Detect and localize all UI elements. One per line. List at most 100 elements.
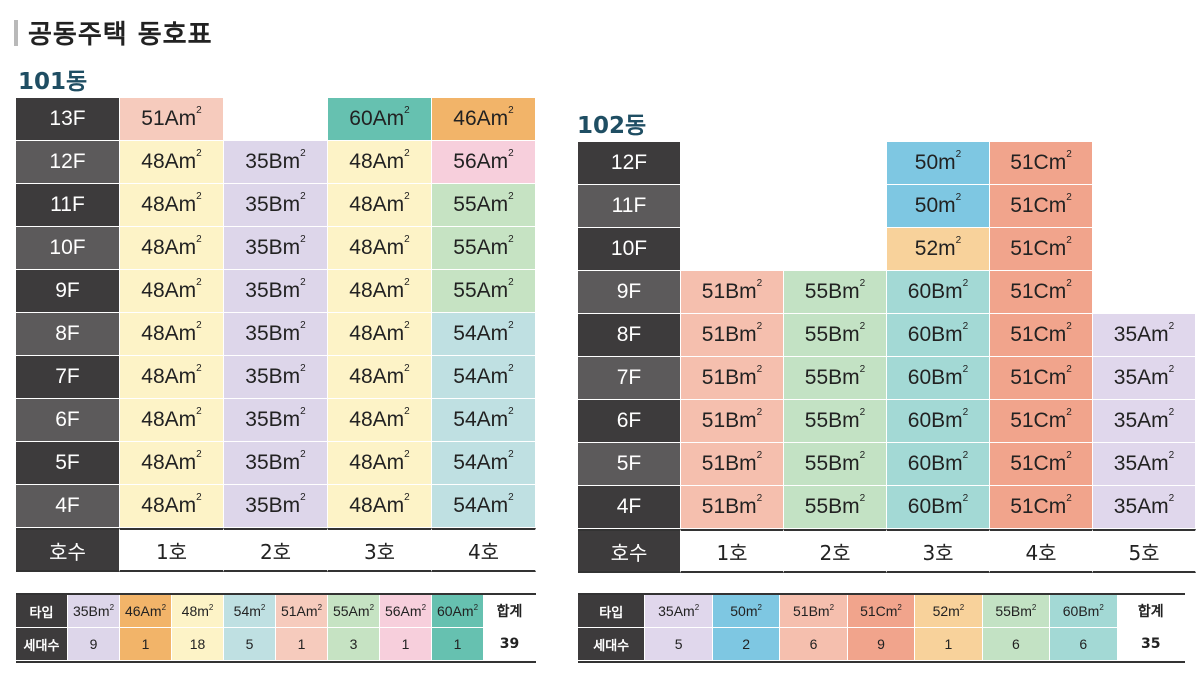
floor-row: 10F 48Am2 35Bm2 48Am2 55Am2 — [16, 227, 536, 270]
type-count: 9 — [68, 628, 120, 661]
type-count: 1 — [915, 628, 983, 661]
empty-cell — [784, 228, 887, 271]
type-count: 5 — [645, 628, 713, 661]
type-name: 60Bm2 — [1050, 595, 1118, 628]
unit-type-cell: 51Bm2 — [681, 400, 784, 443]
unit-type-cell: 35Am2 — [1093, 400, 1196, 443]
unit-type-cell: 51Cm2 — [990, 443, 1093, 486]
unit-type-cell: 35Bm2 — [224, 141, 328, 184]
floor-label: 12F — [578, 142, 681, 185]
unit-number-row: 호수 1호 2호 3호 4호 — [16, 528, 536, 572]
unit-type-cell: 55Bm2 — [784, 486, 887, 529]
unit-type-cell: 60Bm2 — [887, 271, 990, 314]
unit-type-cell: 54Am2 — [432, 313, 536, 356]
unit-type-cell: 48Am2 — [120, 227, 224, 270]
type-label: 타입 — [16, 595, 68, 628]
unit-type-cell: 51Bm2 — [681, 271, 784, 314]
total-label: 합계 — [1117, 595, 1185, 628]
unit-number: 1호 — [681, 529, 784, 573]
unit-type-cell: 48Am2 — [120, 270, 224, 313]
unit-type-cell: 51Bm2 — [681, 357, 784, 400]
floor-label: 5F — [578, 443, 681, 486]
count-label: 세대수 — [16, 628, 68, 661]
total-label: 합계 — [484, 595, 536, 628]
floor-row: 8F 48Am2 35Bm2 48Am2 54Am2 — [16, 313, 536, 356]
floor-row: 4F 48Am2 35Bm2 48Am2 54Am2 — [16, 485, 536, 528]
type-name: 46Am2 — [120, 595, 172, 628]
floor-label: 7F — [578, 357, 681, 400]
building-102-summary: 타입 35Am2 50m2 51Bm2 51Cm2 52m2 55Bm2 60Bm2 합계 세대수… — [578, 593, 1185, 663]
unit-type-cell: 51Cm2 — [990, 142, 1093, 185]
unit-type-cell: 48Am2 — [328, 399, 432, 442]
unit-type-cell: 35Am2 — [1093, 357, 1196, 400]
unit-type-cell: 35Bm2 — [224, 356, 328, 399]
unit-type-cell: 35Bm2 — [224, 227, 328, 270]
floor-row: 4F 51Bm2 55Bm2 60Bm2 51Cm2 35Am2 — [578, 486, 1196, 529]
type-name: 35Bm2 — [68, 595, 120, 628]
unit-type-cell: 55Bm2 — [784, 400, 887, 443]
unit-type-cell: 35Am2 — [1093, 486, 1196, 529]
building-101-table: 13F 51Am2 60Am2 46Am2 12F 48Am2 35Bm2 48Am2 56Am… — [16, 98, 536, 572]
unit-type-cell: 35Bm2 — [224, 313, 328, 356]
unit-type-cell: 54Am2 — [432, 356, 536, 399]
empty-cell — [681, 142, 784, 185]
building-102-title: 102동 — [577, 113, 647, 139]
total-count: 39 — [484, 628, 536, 661]
unit-type-cell: 52m2 — [887, 228, 990, 271]
unit-type-cell: 48Am2 — [328, 356, 432, 399]
empty-cell — [784, 185, 887, 228]
unit-type-cell: 50m2 — [887, 142, 990, 185]
floor-row: 12F 50m2 51Cm2 — [578, 142, 1196, 185]
unit-type-cell: 55Bm2 — [784, 357, 887, 400]
floor-row: 11F 48Am2 35Bm2 48Am2 55Am2 — [16, 184, 536, 227]
type-count: 9 — [847, 628, 916, 661]
unit-type-cell: 54Am2 — [432, 442, 536, 485]
unit-number: 3호 — [887, 529, 990, 573]
type-count: 1 — [432, 628, 484, 661]
summary-type-row: 타입 35Bm2 46Am2 48m2 54m2 51Am2 55Am2 56Am2 60Am2… — [16, 595, 536, 628]
unit-type-cell: 60Bm2 — [887, 400, 990, 443]
floor-row: 9F 51Bm2 55Bm2 60Bm2 51Cm2 — [578, 271, 1196, 314]
unit-type-cell: 48Am2 — [328, 485, 432, 528]
unit-type-cell: 55Bm2 — [784, 314, 887, 357]
type-name: 48m2 — [172, 595, 224, 628]
unit-type-cell: 51Bm2 — [681, 314, 784, 357]
unit-type-cell: 48Am2 — [328, 442, 432, 485]
unit-type-cell: 48Am2 — [120, 442, 224, 485]
unit-type-cell: 51Cm2 — [990, 314, 1093, 357]
type-count: 1 — [120, 628, 172, 661]
unit-type-cell: 60Bm2 — [887, 443, 990, 486]
floor-row: 6F 48Am2 35Bm2 48Am2 54Am2 — [16, 399, 536, 442]
unit-number: 4호 — [990, 529, 1093, 573]
summary-count-row: 세대수 5 2 6 9 1 6 6 35 — [578, 628, 1185, 661]
unit-type-cell: 48Am2 — [328, 141, 432, 184]
type-name: 51Am2 — [276, 595, 328, 628]
floor-label: 12F — [16, 141, 120, 184]
title-bar-accent — [14, 20, 18, 46]
unit-type-cell: 48Am2 — [120, 313, 224, 356]
floor-label: 11F — [578, 185, 681, 228]
summary-count-row: 세대수 9 1 18 5 1 3 1 1 39 — [16, 628, 536, 661]
summary-type-row: 타입 35Am2 50m2 51Bm2 51Cm2 52m2 55Bm2 60Bm2 합계 — [578, 595, 1185, 628]
floor-label: 10F — [16, 227, 120, 270]
floor-label: 9F — [578, 271, 681, 314]
type-name: 55Am2 — [328, 595, 380, 628]
floor-row: 7F 48Am2 35Bm2 48Am2 54Am2 — [16, 356, 536, 399]
unit-type-cell: 35Bm2 — [224, 399, 328, 442]
unit-type-cell: 60Bm2 — [887, 357, 990, 400]
building-102-table: 12F 50m2 51Cm2 11F 50m2 51Cm2 10F 52m2 51Cm2 9F 51… — [578, 142, 1196, 573]
unit-number: 1호 — [120, 528, 224, 572]
empty-cell — [681, 228, 784, 271]
floor-label: 10F — [578, 228, 681, 271]
unit-type-cell: 55Am2 — [432, 184, 536, 227]
unit-number-label: 호수 — [16, 528, 120, 572]
type-count: 2 — [712, 628, 781, 661]
unit-number: 5호 — [1093, 529, 1196, 573]
floor-row: 12F 48Am2 35Bm2 48Am2 56Am2 — [16, 141, 536, 184]
unit-type-cell: 60Am2 — [328, 98, 432, 141]
unit-type-cell: 48Am2 — [328, 184, 432, 227]
unit-number: 4호 — [432, 528, 536, 572]
type-count: 18 — [172, 628, 224, 661]
empty-cell — [224, 98, 328, 141]
unit-number-row: 호수 1호 2호 3호 4호 5호 — [578, 529, 1196, 573]
